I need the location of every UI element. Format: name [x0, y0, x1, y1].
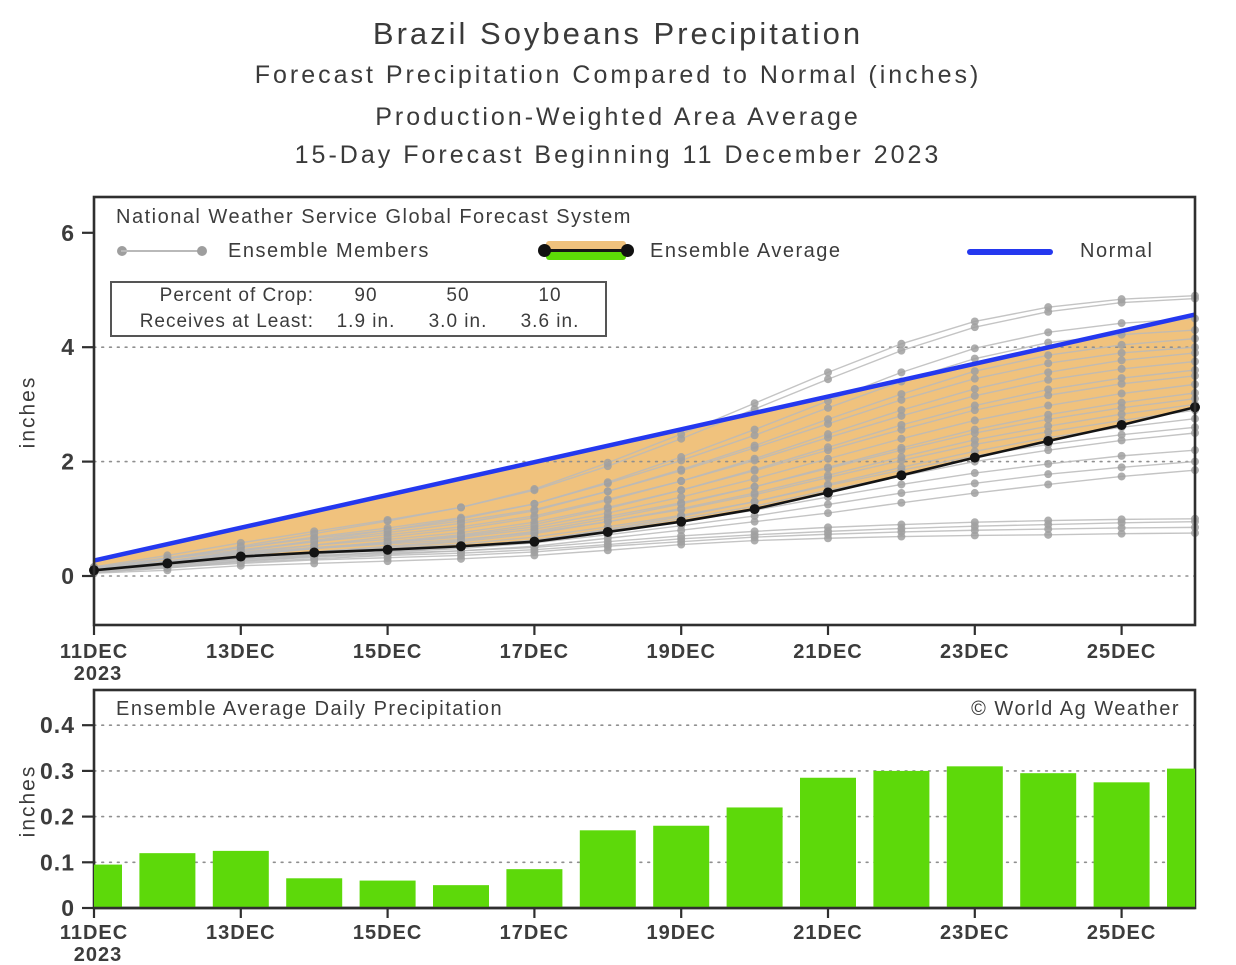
svg-text:15DEC: 15DEC: [353, 641, 422, 663]
orange-band-icon: [546, 241, 626, 250]
legend-label-ensemble-members: Ensemble Members: [228, 240, 430, 262]
legend-label-ensemble-average: Ensemble Average: [650, 240, 842, 262]
crop-row2-label: Receives at Least:: [139, 311, 314, 332]
ensemble-members-legend-icon: [117, 245, 207, 257]
svg-text:25DEC: 25DEC: [1087, 641, 1156, 663]
svg-text:11DEC: 11DEC: [60, 641, 128, 663]
subtitle-area-average: Production-Weighted Area Average: [375, 103, 861, 131]
svg-text:17DEC: 17DEC: [500, 922, 569, 944]
svg-text:13DEC: 13DEC: [206, 641, 275, 663]
average-dot-icon: [538, 244, 551, 257]
bottom-chart-title: Ensemble Average Daily Precipitation: [116, 698, 504, 720]
crop-amount-90: 1.9 in.: [336, 311, 396, 332]
svg-text:0.2: 0.2: [40, 804, 75, 830]
member-dot-icon: [197, 246, 207, 256]
subtitle-forecast-period: 15-Day Forecast Beginning 11 December 20…: [294, 141, 942, 169]
subtitle-comparison: Forecast Precipitation Compared to Norma…: [254, 61, 982, 89]
black-line-icon: [542, 249, 630, 252]
crop-row1-label: Percent of Crop:: [159, 285, 314, 306]
svg-text:11DEC: 11DEC: [60, 922, 128, 944]
svg-text:25DEC: 25DEC: [1087, 922, 1156, 944]
svg-text:0: 0: [61, 895, 75, 921]
svg-text:13DEC: 13DEC: [206, 922, 275, 944]
percent-of-crop-box: Percent of Crop: 90 50 10 Receives at Le…: [110, 281, 607, 337]
crop-percent-50: 50: [446, 285, 470, 306]
svg-text:2023: 2023: [74, 663, 123, 685]
svg-text:4: 4: [61, 334, 75, 360]
top-chart-y-axis-label: inches: [16, 375, 40, 449]
ensemble-average-legend-icon: [538, 240, 634, 262]
green-band-icon: [546, 251, 626, 260]
page-title: Brazil Soybeans Precipitation: [372, 16, 864, 51]
legend-label-normal: Normal: [1080, 240, 1154, 262]
svg-text:0.4: 0.4: [40, 712, 75, 738]
svg-text:19DEC: 19DEC: [646, 922, 715, 944]
svg-text:2023: 2023: [74, 944, 123, 965]
svg-text:2: 2: [61, 449, 75, 475]
bottom-chart-y-axis-label: inches: [16, 764, 40, 838]
svg-text:17DEC: 17DEC: [500, 641, 569, 663]
svg-text:21DEC: 21DEC: [793, 641, 862, 663]
svg-text:15DEC: 15DEC: [353, 922, 422, 944]
svg-text:23DEC: 23DEC: [940, 922, 1009, 944]
svg-text:21DEC: 21DEC: [793, 922, 862, 944]
nws-source-label: National Weather Service Global Forecast…: [116, 206, 632, 228]
crop-percent-10: 10: [538, 285, 562, 306]
svg-text:0.3: 0.3: [40, 758, 75, 784]
svg-text:23DEC: 23DEC: [940, 641, 1009, 663]
member-line-icon: [121, 250, 203, 252]
svg-text:6: 6: [61, 220, 75, 246]
crop-percent-90: 90: [354, 285, 378, 306]
svg-text:19DEC: 19DEC: [646, 641, 715, 663]
average-dot-icon: [621, 244, 634, 257]
svg-text:0: 0: [61, 563, 75, 589]
normal-legend-icon: [967, 249, 1053, 255]
crop-amount-50: 3.0 in.: [428, 311, 488, 332]
copyright-label: © World Ag Weather: [971, 698, 1180, 720]
crop-amount-10: 3.6 in.: [520, 311, 580, 332]
svg-text:0.1: 0.1: [40, 849, 75, 875]
